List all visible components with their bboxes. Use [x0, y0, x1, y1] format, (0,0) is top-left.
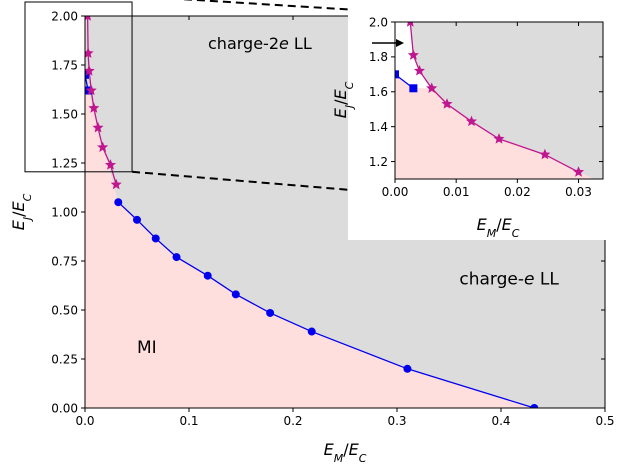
zoom-connector-top	[180, 0, 390, 13]
zoom-box	[24, 1, 133, 173]
main-x-tick-label: 0.0	[75, 414, 94, 428]
main-point-circle	[403, 364, 412, 373]
inset-x-tick-label: 0.02	[504, 185, 531, 199]
annotation-arrow-head	[396, 39, 404, 47]
main-y-tick-label: 0.25	[51, 352, 78, 366]
main-y-tick-label: 1.00	[51, 205, 78, 219]
inset-y-tick-label: 1.6	[369, 85, 388, 99]
main-series-markers	[85, 16, 539, 408]
inset-point-star	[413, 65, 425, 76]
main-point-circle	[307, 327, 316, 336]
main-point-star	[110, 178, 122, 190]
region-label: MI	[137, 338, 157, 358]
inset-point-star	[406, 22, 414, 27]
inset-y-tick-label: 1.2	[369, 155, 388, 169]
mi-region	[85, 74, 535, 408]
inset-point-star	[441, 98, 453, 109]
main-point-star	[85, 47, 94, 58]
inset-series-markers	[395, 22, 585, 177]
charge-2e-annotation: charge-2e LL	[208, 34, 404, 53]
main-y-tick-label: 1.75	[51, 58, 78, 72]
region-label: charge-e LL	[459, 270, 559, 290]
main-x-tick-label: 0.4	[491, 414, 510, 428]
main-x-tick-label: 0.2	[283, 414, 302, 428]
inset-y-axis-label: EJ/EC	[331, 81, 356, 118]
inset-charge-2e-region	[395, 22, 432, 89]
main-y-tick-label: 1.25	[51, 156, 78, 170]
inset-point-star	[493, 133, 505, 144]
main-point-circle	[266, 308, 275, 317]
inset-x-tick-label: 0.03	[565, 185, 592, 199]
main-point-circle	[151, 234, 160, 243]
main-point-circle	[231, 290, 240, 299]
inset-x-tick-label: 0.01	[443, 185, 470, 199]
main-y-axis-label: EJ/EC	[9, 193, 34, 230]
main-y-tick-label: 0.50	[51, 303, 78, 317]
inset-point-star	[539, 148, 551, 160]
inset-y-ticks: 1.2 1.4 1.6 1.8 2.0	[369, 15, 603, 169]
main-point-star	[104, 159, 116, 170]
main-x-ticks: 0.0 0.1 0.2 0.3 0.4 0.5	[75, 16, 615, 428]
main-y-tick-label: 2.00	[51, 9, 78, 23]
main-point-star	[88, 102, 100, 113]
main-x-tick-label: 0.5	[595, 414, 614, 428]
region-labels: MI charge-e LL	[137, 270, 559, 359]
inset-plot: 0.00 0.01 0.02 0.03 1.2 1.4 1.6 1.8 2.0 EM/EC E…	[208, 8, 620, 240]
main-point-star	[97, 141, 109, 153]
inset-mi-region	[395, 74, 603, 179]
main-x-axis-label: EM/EC	[324, 440, 367, 465]
inset-y-tick-label: 1.8	[369, 50, 388, 64]
main-y-ticks: 0.00 0.25 0.50 0.75 1.00 1.25 1.50 1.75 2.00	[51, 9, 605, 415]
main-point-circle	[172, 253, 181, 262]
inset-point-square	[395, 70, 399, 79]
inset-point-square	[409, 84, 418, 93]
main-point-circle	[203, 271, 212, 280]
inset-y-tick-label: 1.4	[369, 120, 388, 134]
main-point-circle	[133, 215, 141, 224]
inset-point-star	[465, 115, 477, 127]
inset-point-star	[426, 82, 438, 93]
inset-x-ticks: 0.00 0.01 0.02 0.03	[382, 22, 592, 199]
main-point-star	[85, 16, 92, 21]
main-y-tick-label: 1.50	[51, 107, 78, 121]
main-point-star	[92, 121, 104, 133]
main-point-circle	[530, 404, 539, 408]
main-y-tick-label: 0.00	[51, 401, 78, 415]
main-point-star	[85, 84, 97, 96]
main-point-circle	[114, 198, 123, 207]
inset-point-star	[407, 49, 419, 60]
inset-plot-frame	[394, 21, 604, 180]
inset-x-axis-label: EM/EC	[477, 215, 520, 240]
inset-y-tick-label: 2.0	[369, 15, 388, 29]
inset-point-star	[573, 166, 585, 177]
inset-x-tick-label: 0.00	[382, 185, 409, 199]
charge-2e-label: charge-2e LL	[208, 34, 312, 53]
main-x-tick-label: 0.3	[387, 414, 406, 428]
main-point-star	[85, 65, 95, 76]
main-y-tick-label: 0.75	[51, 254, 78, 268]
main-x-tick-label: 0.1	[179, 414, 198, 428]
main-series-line-circle	[117, 201, 535, 408]
